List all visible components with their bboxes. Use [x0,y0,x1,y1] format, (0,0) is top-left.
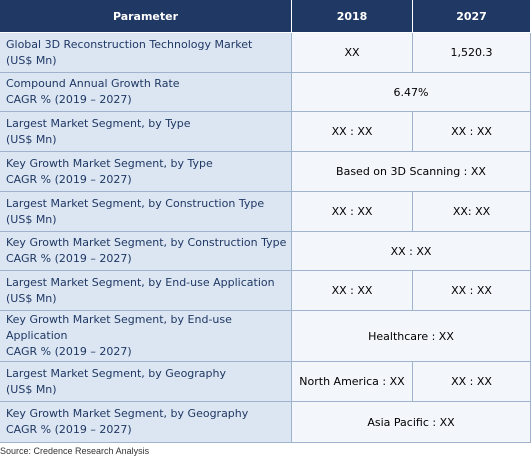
parameter-line: (US$ Mn) [6,212,57,226]
value-cell: North America : XX [292,362,413,402]
value-cell: XX : XX [413,362,531,402]
header-cell: Parameter [0,0,292,33]
value-cell: XX: XX [413,192,531,232]
parameter-line: Key Growth Market Segment, by End-use [6,313,232,326]
value-cell: XX : XX [292,192,413,232]
parameter-line: Application [6,329,68,342]
value-cell: XX : XX [292,232,531,271]
parameter-line: Global 3D Reconstruction Technology Mark… [6,37,253,51]
parameter-line: (US$ Mn) [6,132,57,146]
parameter-cell: Largest Market Segment, by End-use Appli… [0,271,292,311]
parameter-cell: Largest Market Segment, by Type (US$ Mn) [0,112,292,152]
parameter-cell: Key Growth Market Segment, by Constructi… [0,232,292,271]
parameter-cell: Largest Market Segment, by Geography (US$… [0,362,292,402]
value-cell: Based on 3D Scanning : XX [292,152,531,192]
value-cell: XX : XX [292,112,413,152]
value-cell: 6.47% [292,73,531,112]
header-cell: 2027 [413,0,531,33]
parameter-line: Largest Market Segment, by Type [6,116,191,130]
parameter-line: Key Growth Market Segment, by Constructi… [6,236,287,249]
source-note: Source: Credence Research Analysis [0,446,150,456]
parameter-cell: Key Growth Market Segment, by Geography C… [0,402,292,443]
parameter-line: Key Growth Market Segment, by Type [6,156,213,170]
parameter-cell: Largest Market Segment, by Construction … [0,192,292,232]
parameter-line: CAGR % (2019 – 2027) [6,93,132,106]
parameter-line: CAGR % (2019 – 2027) [6,252,132,265]
parameter-cell: Key Growth Market Segment, by End-use App… [0,311,292,362]
parameter-text: Largest Market Segment, by Type (US$ Mn) [6,116,191,148]
value-cell: XX : XX [413,112,531,152]
parameter-line: Key Growth Market Segment, by Geography [6,407,249,420]
parameter-line: Largest Market Segment, by End-use Appli… [6,275,275,289]
parameter-line: Largest Market Segment, by Construction … [6,196,265,210]
parameter-line: CAGR % (2019 – 2027) [6,423,132,436]
value-cell: XX : XX [413,271,531,311]
parameter-text: Global 3D Reconstruction Technology Mark… [6,37,252,69]
value-cell: XX : XX [292,271,413,311]
parameter-text: Key Growth Market Segment, by Type CAGR %… [6,156,213,188]
parameter-text: Key Growth Market Segment, by Constructi… [6,235,286,267]
parameter-text: Compound Annual Growth Rate CAGR % (2019 … [6,76,180,108]
value-cell: Asia Pacific : XX [292,402,531,443]
parameter-line: (US$ Mn) [6,53,57,67]
parameter-cell: Key Growth Market Segment, by Type CAGR %… [0,152,292,192]
parameter-text: Key Growth Market Segment, by Geography C… [6,406,248,438]
header-cell: 2018 [292,0,413,33]
parameter-line: Compound Annual Growth Rate [6,77,180,90]
parameter-line: (US$ Mn) [6,382,57,396]
parameter-cell: Compound Annual Growth Rate CAGR % (2019 … [0,73,292,112]
parameter-text: Largest Market Segment, by Construction … [6,196,264,228]
parameter-cell: Global 3D Reconstruction Technology Mark… [0,33,292,73]
value-cell: Healthcare : XX [292,311,531,362]
parameter-line: (US$ Mn) [6,291,57,305]
parameter-text: Largest Market Segment, by End-use Appli… [6,275,275,307]
parameter-text: Key Growth Market Segment, by End-use App… [6,312,232,360]
parameter-line: CAGR % (2019 – 2027) [6,172,132,186]
value-cell: XX [292,33,413,73]
parameter-text: Largest Market Segment, by Geography (US$… [6,366,226,398]
parameter-line: CAGR % (2019 – 2027) [6,345,132,358]
value-cell: 1,520.3 [413,33,531,73]
parameter-line: Largest Market Segment, by Geography [6,366,227,380]
